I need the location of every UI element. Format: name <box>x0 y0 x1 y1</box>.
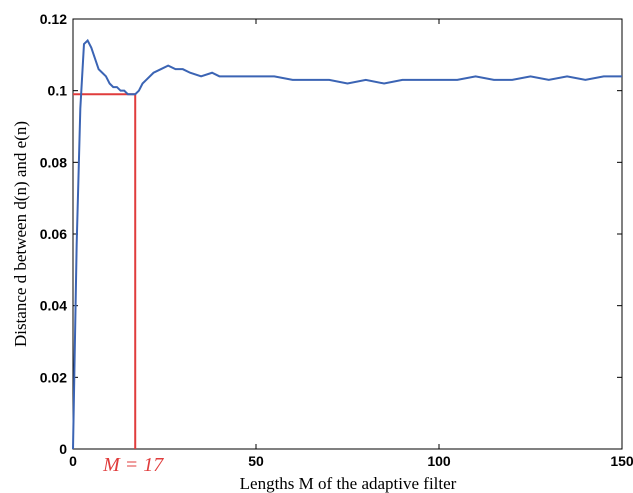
x-tick-label: 100 <box>427 453 451 469</box>
annotation-label: M = 17 <box>102 454 164 476</box>
y-tick-label: 0.02 <box>40 369 67 385</box>
y-tick-label: 0.04 <box>40 298 67 314</box>
x-tick-label: 150 <box>610 453 633 469</box>
x-axis-label: Lengths M of the adaptive filter <box>240 474 457 493</box>
y-tick-label: 0.06 <box>40 226 67 242</box>
y-tick-label: 0.08 <box>40 154 67 170</box>
y-tick-label: 0 <box>59 441 67 457</box>
y-axis-label: Distance d between d(n) and e(n) <box>11 121 30 347</box>
x-tick-label: 50 <box>248 453 264 469</box>
y-tick-label: 0.12 <box>40 11 67 27</box>
x-tick-label: 0 <box>69 453 77 469</box>
data-line <box>72 38 622 450</box>
y-tick-label: 0.1 <box>48 83 68 99</box>
